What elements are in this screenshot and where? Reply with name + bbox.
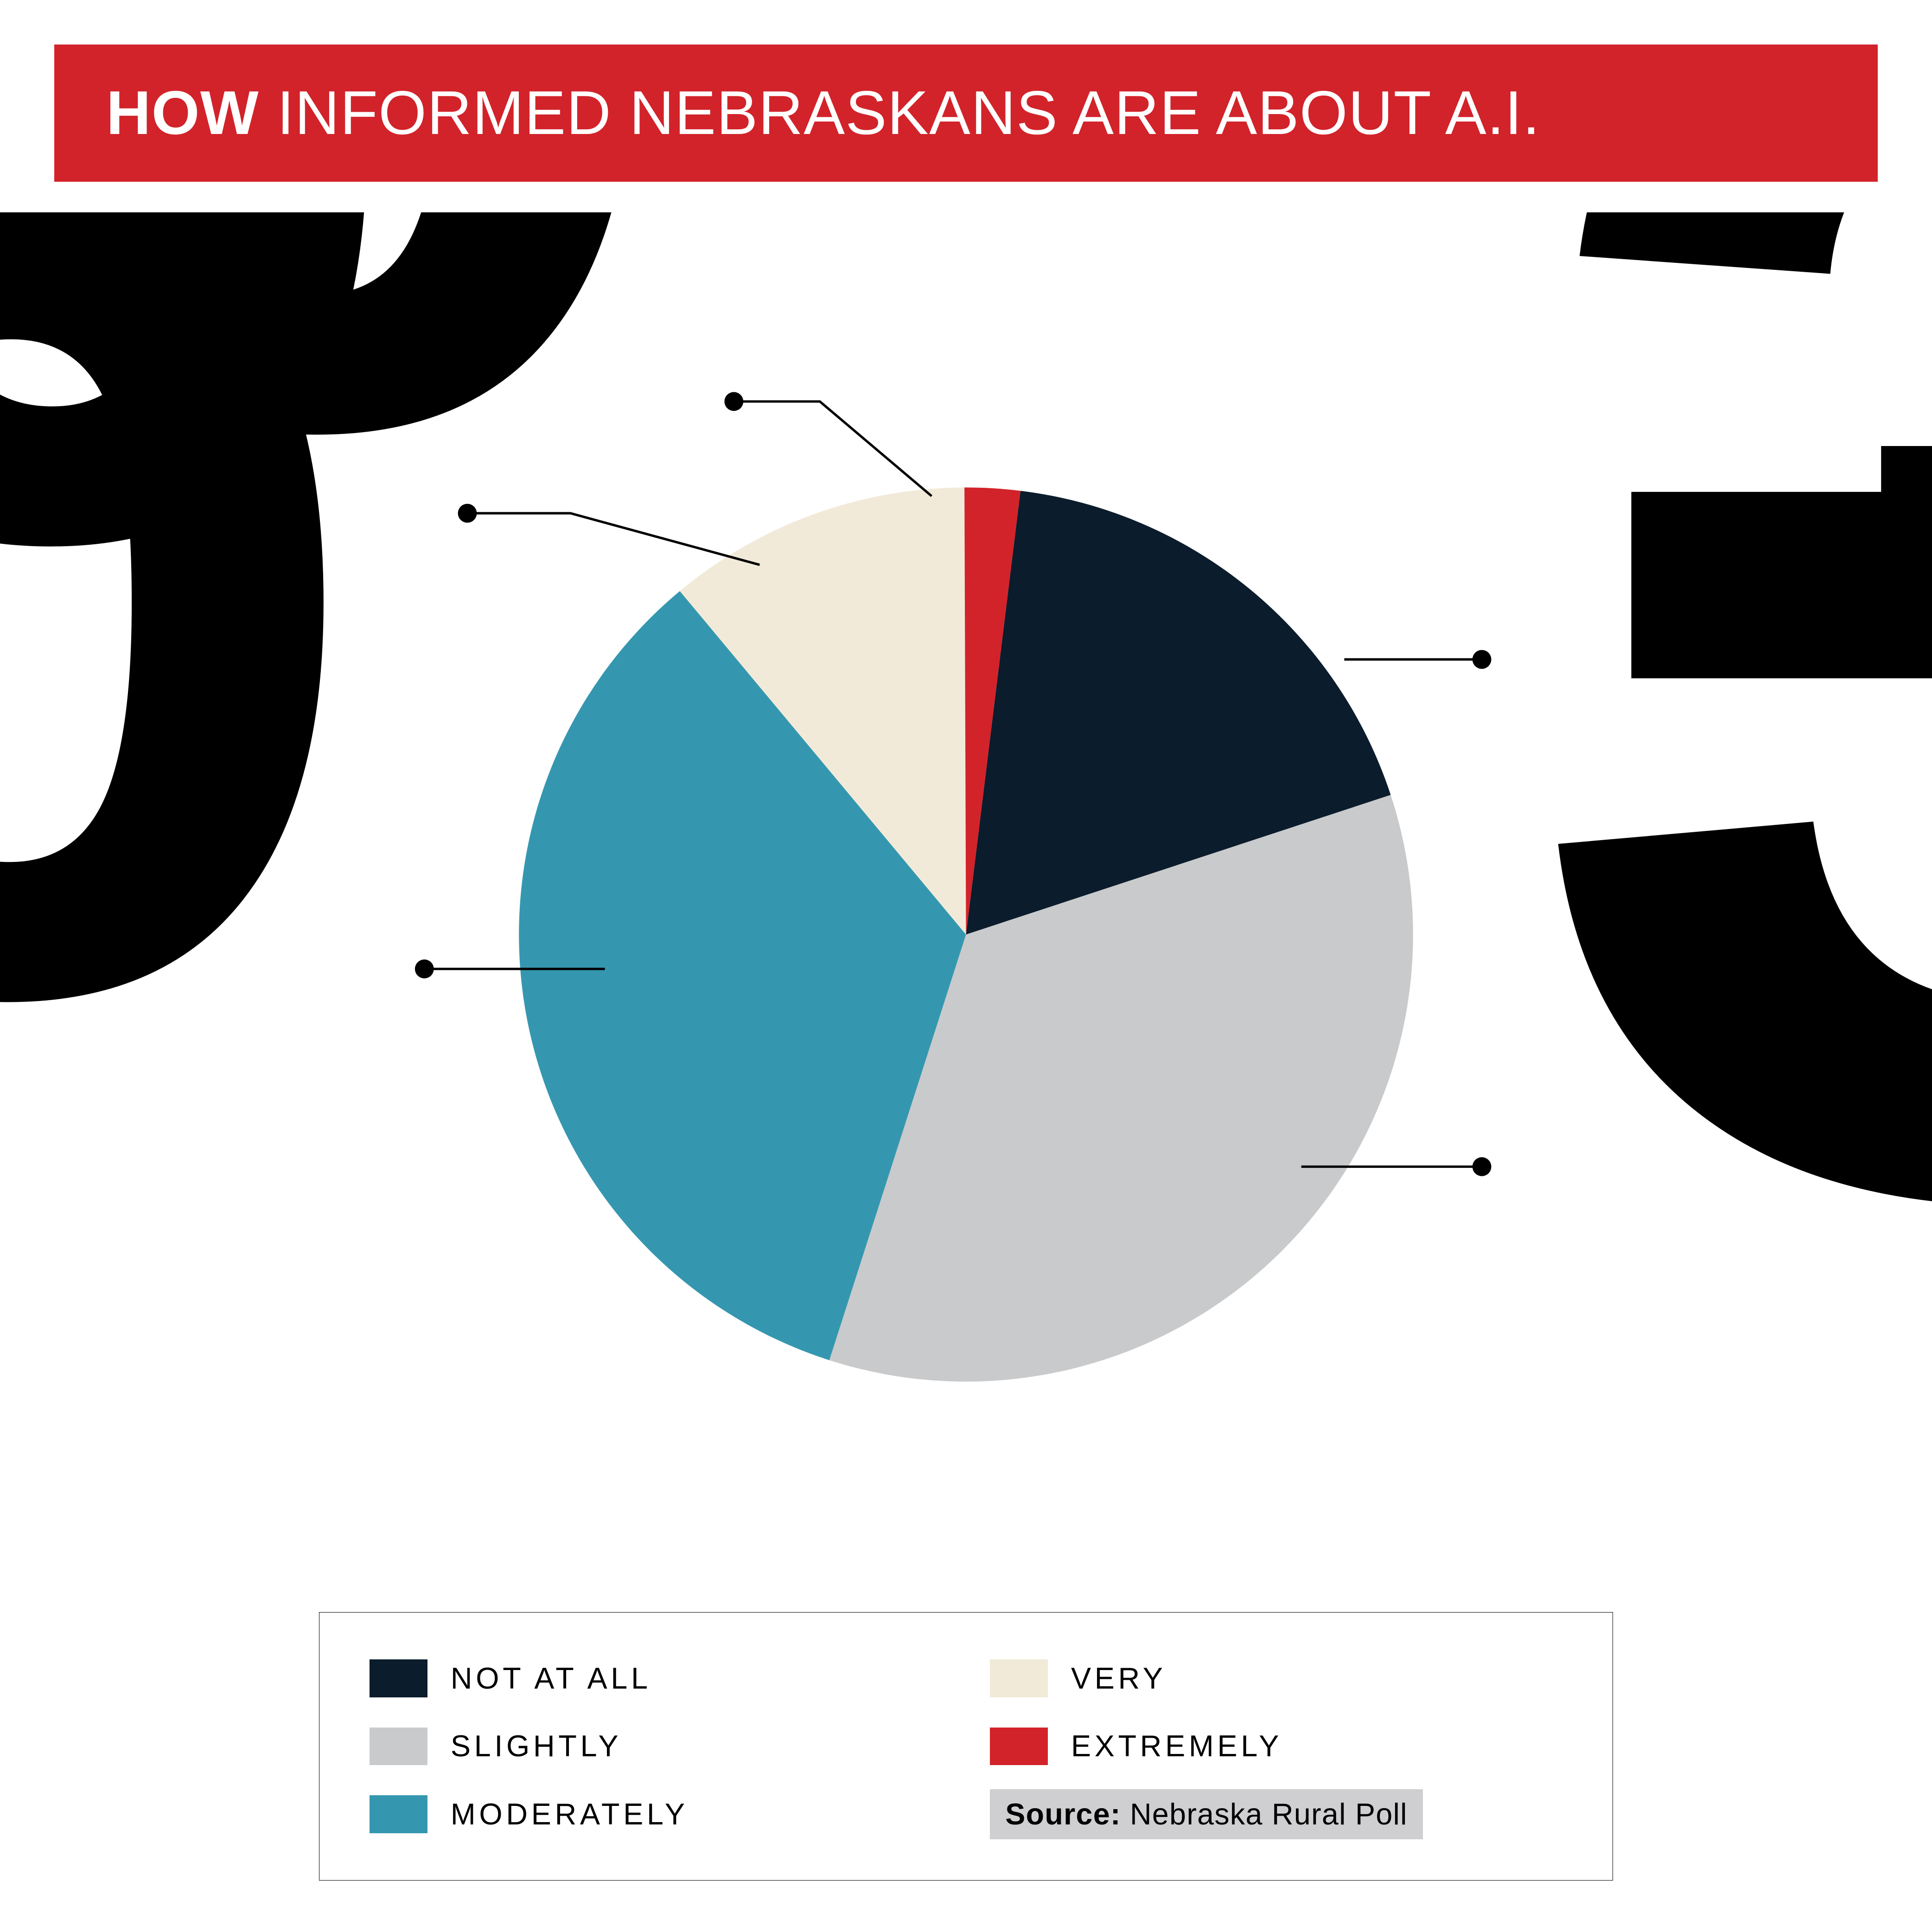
page-title: HOW INFORMED NEBRASKANS ARE ABOUT A.I. (106, 77, 1540, 148)
page-root: HOW INFORMED NEBRASKANS ARE ABOUT A.I. 1… (0, 0, 1932, 1932)
leader-dot (1473, 1157, 1492, 1176)
chart-area: 18%35%34%11%2% NOT AT ALLSLIGHTLYMODERAT… (0, 212, 1932, 1932)
title-bold: HOW (106, 78, 259, 147)
legend-label: MODERATELY (451, 1797, 689, 1831)
legend-swatch (990, 1659, 1048, 1697)
leader-line (734, 402, 931, 496)
leader-dot (724, 392, 743, 411)
legend-item-slightly: SLIGHTLY (370, 1728, 942, 1765)
source-text: Nebraska Rural Poll (1130, 1798, 1408, 1831)
legend-item-very: VERY (990, 1659, 1562, 1697)
legend-label: EXTREMELY (1071, 1729, 1282, 1763)
legend-item-extremely: EXTREMELY (990, 1728, 1562, 1765)
legend-source: Source: Nebraska Rural Poll (990, 1789, 1423, 1839)
pct-label: 35% (1516, 212, 1932, 1573)
legend-swatch (990, 1728, 1048, 1765)
leader-dot (415, 960, 434, 979)
legend-swatch (370, 1795, 427, 1833)
leader-dot (1473, 650, 1492, 669)
title-rest: INFORMED NEBRASKANS ARE ABOUT A.I. (259, 78, 1540, 147)
legend-item-moderately: MODERATELY (370, 1795, 942, 1833)
legend-box: NOT AT ALL SLIGHTLY MODERATELY VERY EXTREMEL… (319, 1612, 1613, 1881)
pct-label: 2% (0, 212, 700, 808)
legend-label: NOT AT ALL (451, 1661, 651, 1696)
source-label: Source: (1005, 1798, 1130, 1831)
legend-label: VERY (1071, 1661, 1167, 1696)
title-bar: HOW INFORMED NEBRASKANS ARE ABOUT A.I. (54, 45, 1878, 182)
legend-swatch (370, 1659, 427, 1697)
legend-label: SLIGHTLY (451, 1729, 622, 1763)
legend-swatch (370, 1728, 427, 1765)
legend-item-not-at-all: NOT AT ALL (370, 1659, 942, 1697)
